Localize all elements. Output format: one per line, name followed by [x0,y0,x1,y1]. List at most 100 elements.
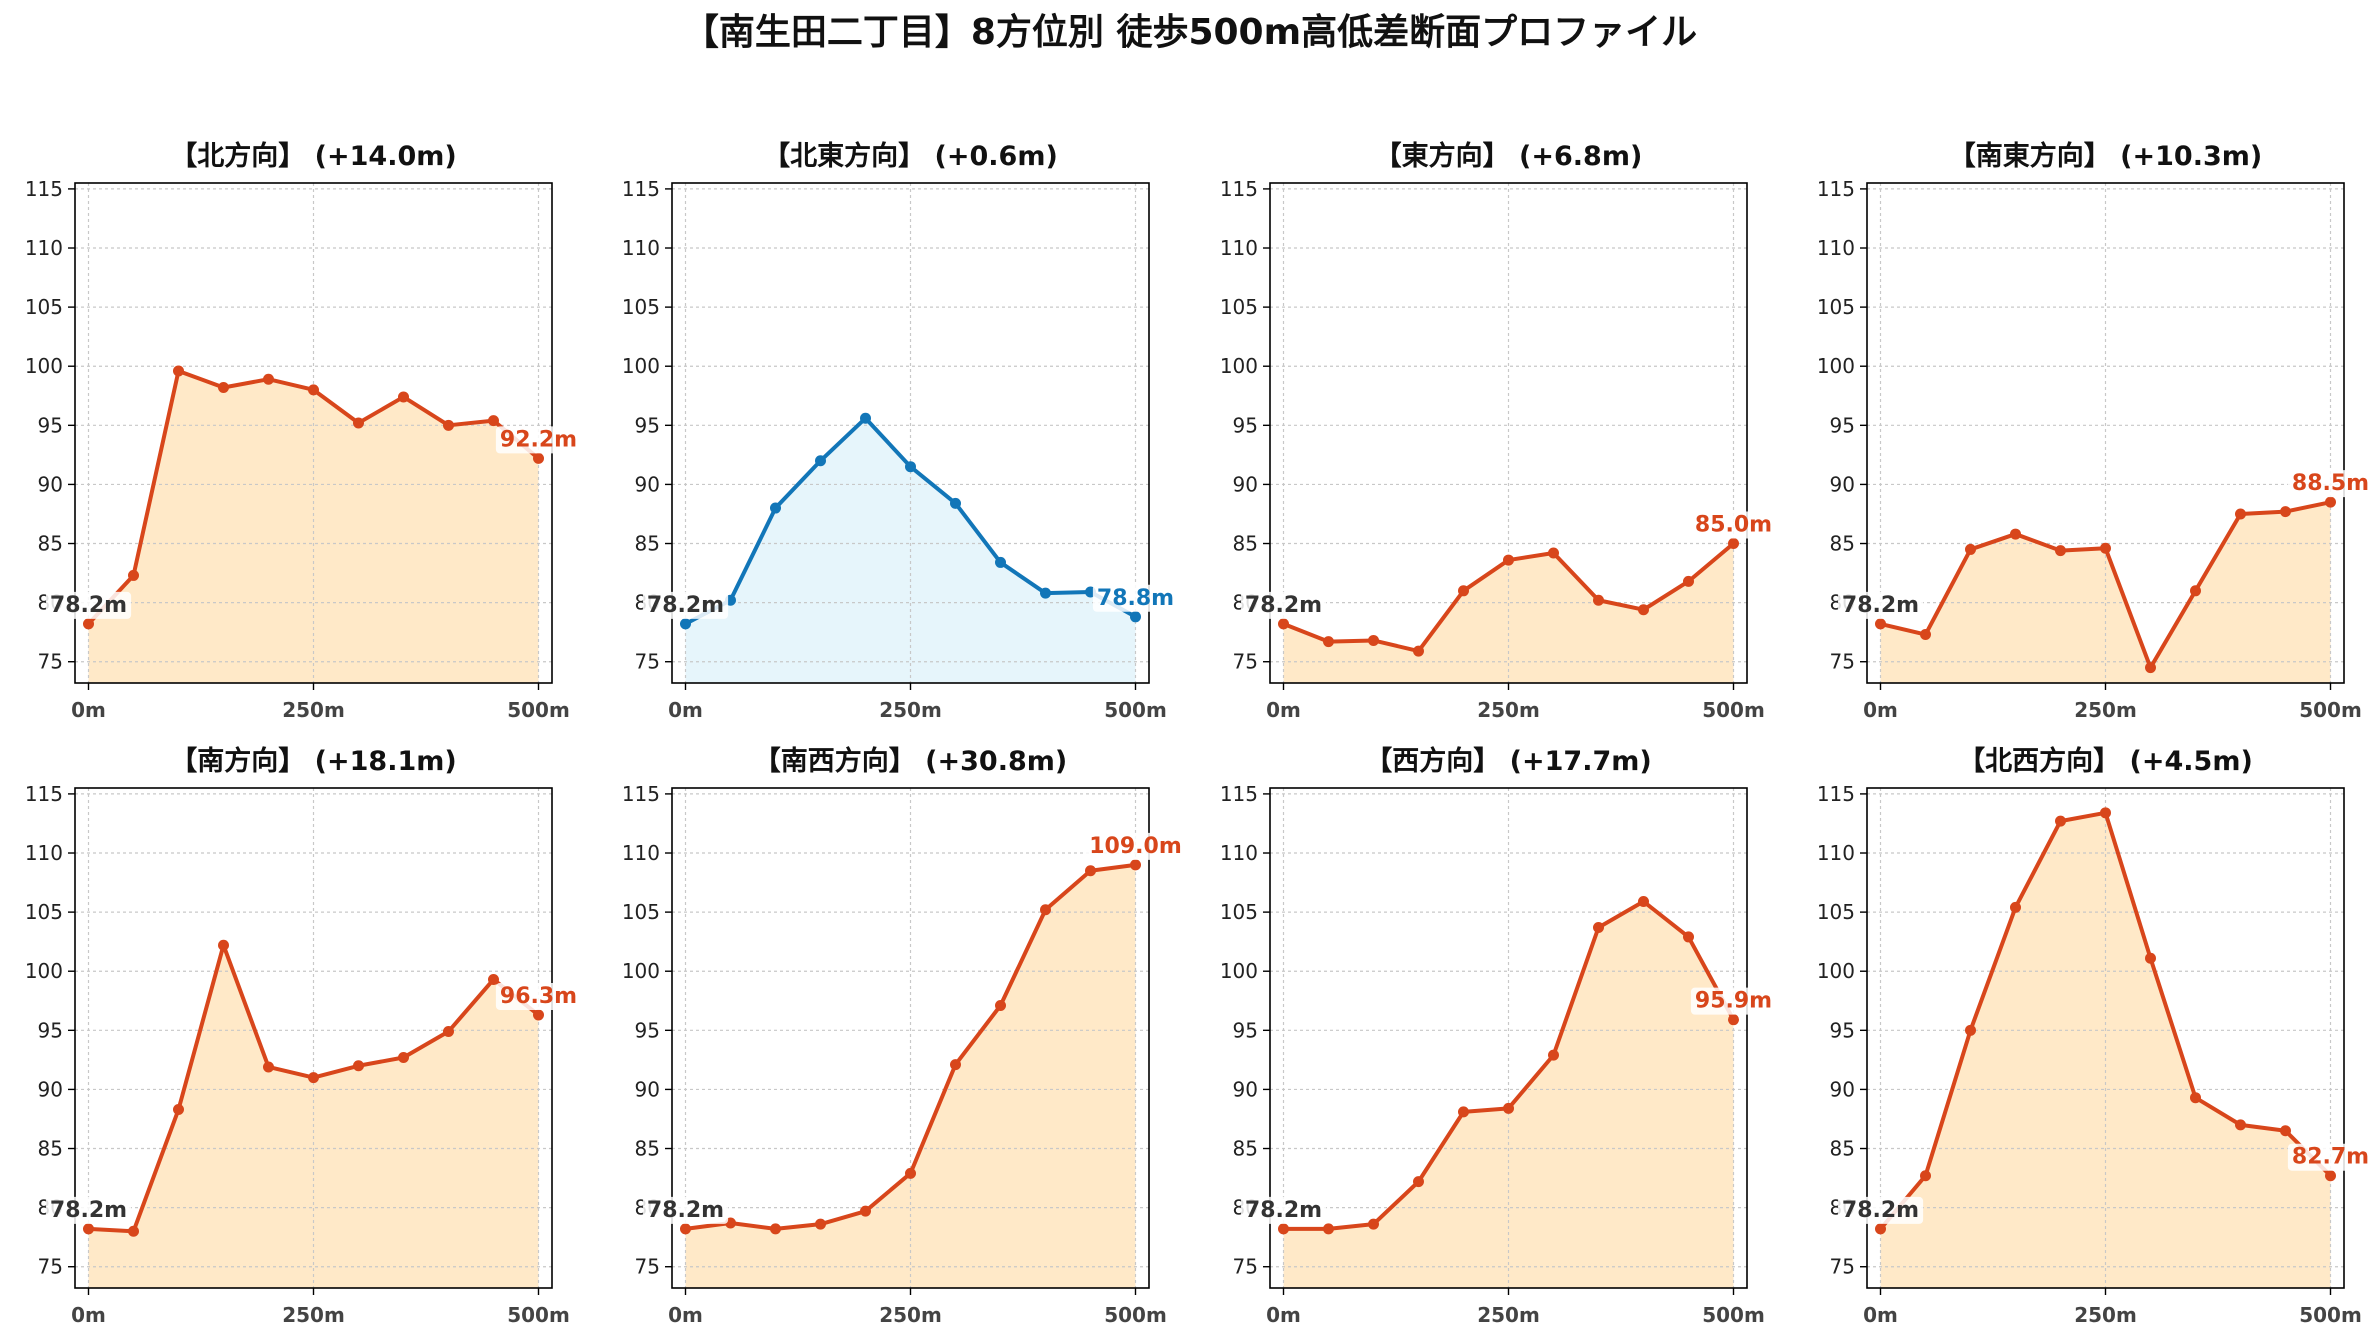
data-point [2190,1092,2201,1104]
data-point [83,618,94,630]
data-point [905,461,916,473]
data-point [860,412,871,424]
start-label-box [642,591,729,619]
data-point [398,391,409,403]
ytick-label: 115 [1220,177,1258,201]
data-point [1458,1106,1469,1118]
panel-6: 【西方向】 (+17.7m)75808590951001051101150m25… [1220,745,1777,1327]
ytick-label: 100 [1220,959,1258,983]
ytick-label: 90 [38,1077,63,1101]
ytick-label: 105 [622,900,660,924]
panel-7: 【北西方向】 (+4.5m)75808590951001051101150m25… [1817,745,2374,1327]
ytick-label: 85 [38,1137,63,1161]
data-point [83,1223,94,1235]
ytick-label: 95 [38,1018,63,1042]
data-point [2325,1170,2336,1182]
end-label-box [1690,987,1777,1015]
ytick-label: 75 [38,1255,63,1279]
ytick-label: 110 [25,841,63,865]
end-label-text: 85.0m [1695,513,1772,538]
xtick-label: 500m [1104,1303,1167,1327]
data-point [533,1009,544,1021]
data-point [1040,904,1051,916]
data-point [950,497,961,509]
data-point [2145,662,2156,674]
start-label-text: 78.2m [50,593,127,618]
data-point [1040,587,1051,599]
data-point [263,1061,274,1073]
ytick-label: 85 [635,532,660,556]
data-point [2280,506,2291,518]
xtick-label: 0m [71,1303,106,1327]
data-point [2190,585,2201,597]
ytick-label: 75 [1233,1255,1258,1279]
xtick-label: 0m [1863,698,1898,722]
ytick-label: 115 [1220,782,1258,806]
start-label-text: 78.2m [1245,1198,1322,1223]
data-point [1593,594,1604,606]
data-point [1130,611,1141,623]
data-point [443,1025,454,1037]
ytick-label: 110 [25,236,63,260]
data-point [1130,859,1141,871]
start-label: 78.2m [45,1196,132,1224]
end-label: 95.9m [1690,987,1777,1015]
data-point [995,556,1006,568]
panel-5: 【南西方向】 (+30.8m)75808590951001051101150m2… [622,745,1186,1327]
xtick-label: 250m [879,1303,942,1327]
start-label-text: 78.2m [50,1198,127,1223]
end-label-box [1092,584,1179,612]
data-point [2010,901,2021,913]
ytick-label: 95 [1830,1018,1855,1042]
end-label-box [2287,470,2374,498]
ytick-label: 85 [38,532,63,556]
start-label-box [45,591,132,619]
data-point [680,1223,691,1235]
panel-3: 【南東方向】 (+10.3m)75808590951001051101150m2… [1817,140,2374,722]
start-label: 78.2m [642,1196,729,1224]
ytick-label: 75 [1233,650,1258,674]
ytick-label: 105 [1817,295,1855,319]
data-point [2055,815,2066,827]
data-point [128,1225,139,1237]
ytick-label: 115 [25,177,63,201]
ytick-label: 90 [635,1077,660,1101]
end-label: 92.2m [495,426,582,454]
data-point [1965,543,1976,555]
data-point [1920,1170,1931,1182]
data-point [1683,931,1694,943]
data-point [1920,629,1931,641]
start-label-text: 78.2m [647,1198,724,1223]
start-label-text: 78.2m [647,593,724,618]
end-label: 96.3m [495,982,582,1010]
ytick-label: 100 [622,354,660,378]
data-point [308,384,319,396]
data-point [1085,865,1096,877]
end-label-text: 109.0m [1089,834,1182,859]
data-point [398,1052,409,1064]
end-label-box [2287,1143,2374,1171]
panel-title: 【南西方向】 (+30.8m) [754,745,1067,777]
data-point [1278,618,1289,630]
data-point [770,1223,781,1235]
data-point [1503,1102,1514,1114]
start-label: 78.2m [642,591,729,619]
end-label-box [1690,511,1777,539]
data-point [1728,538,1739,550]
start-label-box [642,1196,729,1224]
ytick-label: 105 [25,900,63,924]
end-label-box [495,982,582,1010]
ytick-label: 110 [1817,236,1855,260]
panels: 【北方向】 (+14.0m)75808590951001051101150m25… [25,140,2374,1327]
panel-title: 【北西方向】 (+4.5m) [1958,745,2253,777]
panel-4: 【南方向】 (+18.1m)75808590951001051101150m25… [25,745,582,1327]
data-point [2055,545,2066,557]
ytick-label: 110 [1220,236,1258,260]
data-point [2145,952,2156,964]
xtick-label: 500m [1702,1303,1765,1327]
xtick-label: 250m [2074,1303,2137,1327]
data-point [815,1218,826,1230]
ytick-label: 75 [38,650,63,674]
ytick-label: 100 [1817,354,1855,378]
panel-title: 【東方向】 (+6.8m) [1375,140,1643,172]
